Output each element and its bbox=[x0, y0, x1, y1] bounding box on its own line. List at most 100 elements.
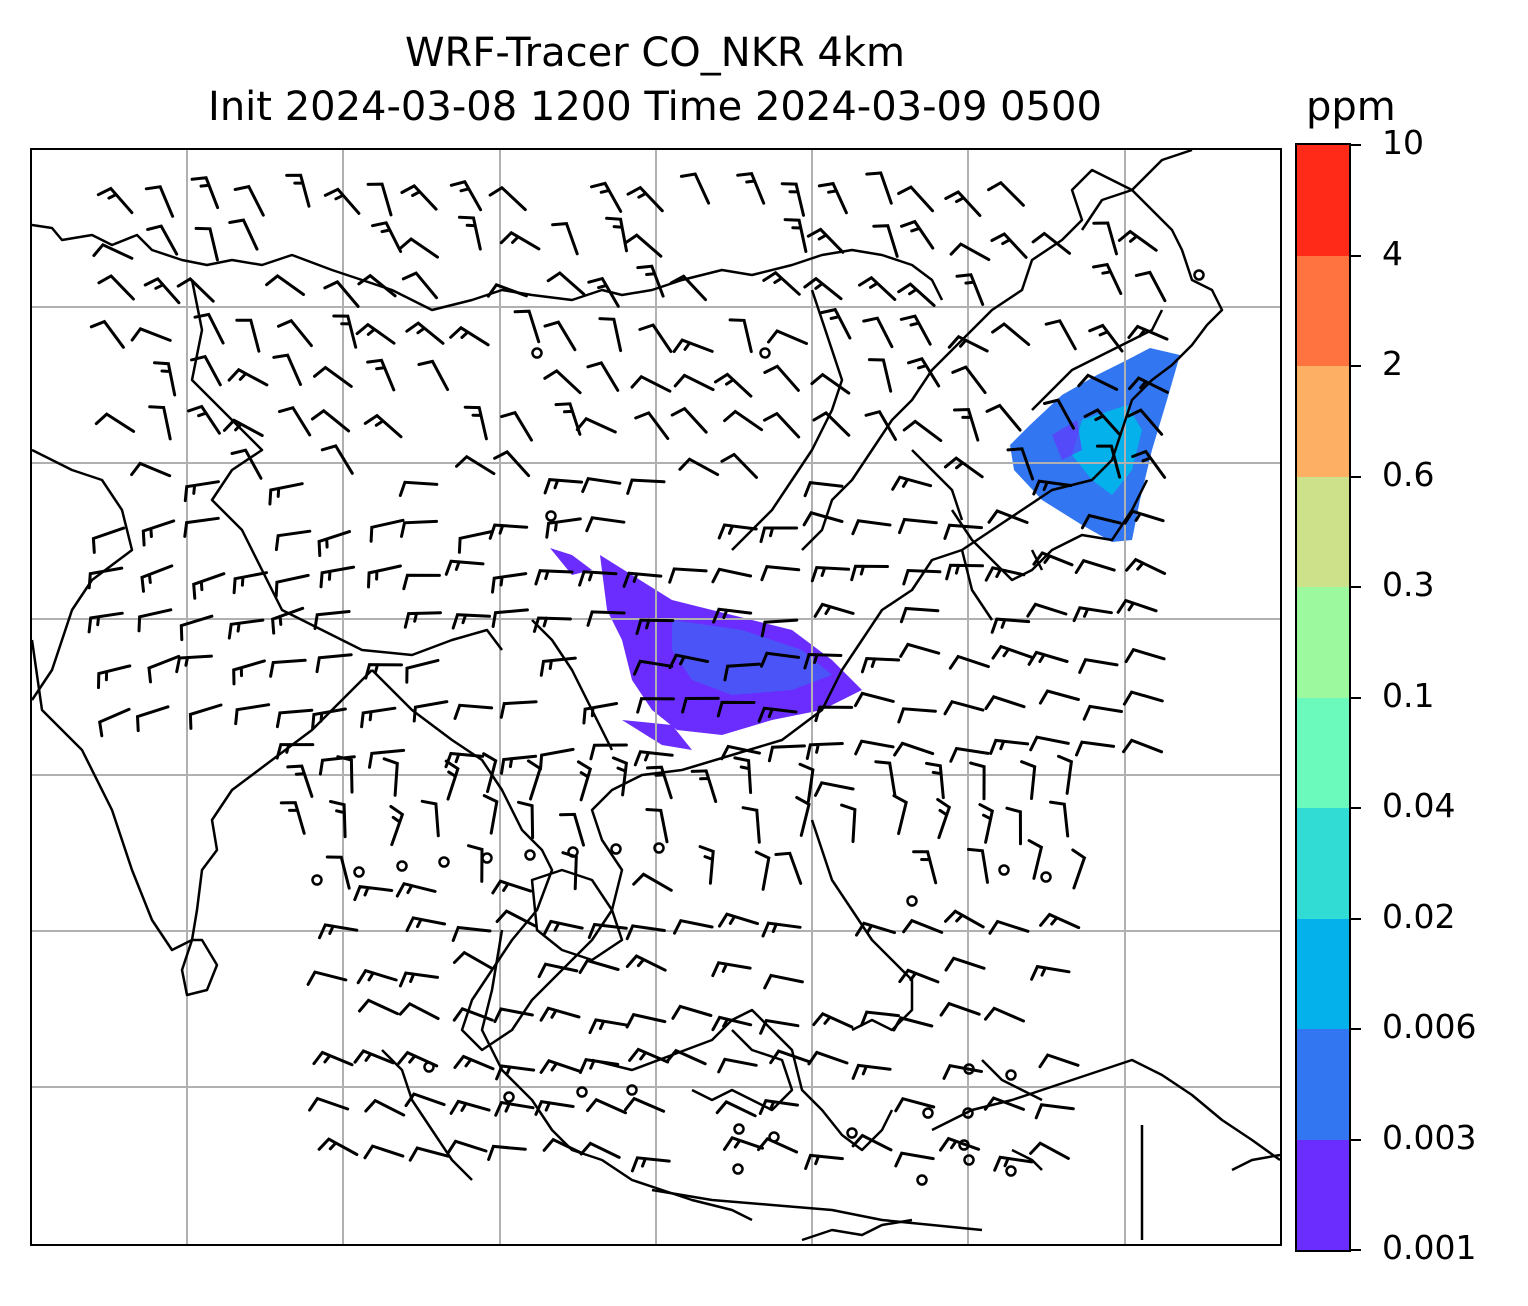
colorbar-segment bbox=[1297, 1139, 1349, 1250]
wind-barb bbox=[851, 519, 892, 536]
calm-marker bbox=[1005, 1069, 1017, 1081]
wind-barb bbox=[967, 847, 989, 884]
wind-barb bbox=[1088, 323, 1124, 353]
wind-barb bbox=[130, 326, 172, 342]
wind-barb bbox=[812, 1011, 854, 1029]
wind-barb bbox=[1123, 509, 1165, 525]
wind-barb bbox=[625, 924, 666, 941]
wind-barb bbox=[944, 909, 985, 929]
wind-barb bbox=[1117, 229, 1158, 252]
wind-barb bbox=[143, 276, 181, 305]
figure-title-line1: WRF-Tracer CO_NKR 4km bbox=[404, 30, 906, 76]
wind-barb bbox=[897, 185, 934, 213]
wind-barb bbox=[500, 754, 538, 775]
wind-barb bbox=[1029, 1141, 1070, 1160]
wind-barb bbox=[633, 750, 674, 767]
wind-barb bbox=[728, 318, 753, 354]
wind-barb bbox=[1027, 839, 1044, 880]
wind-barb bbox=[795, 796, 811, 837]
wind-barb bbox=[310, 408, 351, 433]
wind-barb bbox=[453, 1054, 495, 1071]
wind-barb bbox=[673, 919, 714, 935]
wind-barb bbox=[404, 1092, 446, 1108]
wind-barb bbox=[633, 659, 674, 676]
wind-barb bbox=[625, 1012, 667, 1029]
wind-barb bbox=[679, 172, 711, 205]
colorbar-tick-label: 10 bbox=[1382, 123, 1424, 162]
wind-barb bbox=[444, 759, 460, 801]
wind-barb bbox=[892, 794, 908, 835]
wind-barb bbox=[990, 617, 1031, 634]
wind-barb bbox=[271, 606, 305, 635]
wind-barb bbox=[588, 1018, 629, 1035]
wind-barb bbox=[757, 1136, 799, 1154]
wind-barb bbox=[867, 358, 893, 393]
wind-barb bbox=[317, 1137, 359, 1156]
wind-barb bbox=[854, 739, 895, 756]
wind-barb bbox=[860, 656, 901, 674]
wind-barb bbox=[948, 654, 990, 670]
wind-barb bbox=[368, 748, 406, 769]
colorbar-tick-label: 0.001 bbox=[1382, 1228, 1477, 1267]
wind-barb bbox=[539, 656, 577, 677]
wind-barb bbox=[192, 572, 226, 600]
wind-barb bbox=[323, 280, 360, 308]
wind-barb bbox=[586, 610, 626, 627]
wind-barb bbox=[993, 1155, 1034, 1172]
calm-marker bbox=[1005, 1165, 1017, 1177]
wind-barb bbox=[269, 658, 307, 678]
colorbar-tick bbox=[1351, 586, 1361, 588]
wind-barb bbox=[945, 563, 984, 581]
wind-barb bbox=[798, 762, 815, 803]
wind-barb bbox=[542, 1137, 584, 1155]
wind-barb bbox=[991, 644, 1033, 660]
wind-barb bbox=[357, 273, 397, 298]
wind-barb bbox=[494, 1100, 535, 1117]
wind-barb bbox=[400, 519, 438, 538]
wind-barb bbox=[398, 480, 439, 497]
wind-barb bbox=[232, 571, 268, 595]
wind-barb bbox=[947, 334, 989, 353]
wind-barb bbox=[872, 224, 899, 258]
wind-barb bbox=[97, 664, 132, 690]
wind-barb bbox=[272, 353, 302, 386]
wind-barb bbox=[690, 769, 718, 803]
wind-barb bbox=[669, 274, 707, 302]
wind-barb bbox=[87, 566, 124, 590]
colorbar-tick bbox=[1351, 696, 1361, 699]
wind-barb bbox=[711, 1015, 753, 1032]
wind-barb bbox=[860, 1010, 900, 1027]
calm-wind-markers bbox=[311, 269, 1205, 1186]
wind-barb bbox=[942, 1064, 983, 1080]
wind-barb bbox=[899, 642, 941, 658]
wind-barb bbox=[402, 573, 441, 591]
colorbar-tick-label: 2 bbox=[1382, 344, 1403, 383]
wind-barb bbox=[1083, 408, 1121, 436]
wind-barb bbox=[144, 185, 175, 218]
wind-barb bbox=[451, 613, 491, 630]
wind-barb bbox=[405, 916, 447, 932]
wind-barb bbox=[626, 478, 666, 495]
wind-barb bbox=[467, 844, 484, 883]
colorbar-tick-label: 0.003 bbox=[1382, 1117, 1477, 1157]
wind-barb bbox=[1038, 689, 1080, 705]
wind-barb bbox=[769, 1049, 811, 1065]
wind-barb bbox=[230, 448, 263, 480]
calm-marker bbox=[958, 1139, 970, 1151]
wind-barb bbox=[488, 523, 529, 540]
wind-barb bbox=[188, 703, 223, 730]
wind-barb bbox=[412, 700, 449, 723]
wind-barb bbox=[985, 403, 1022, 432]
wind-barb bbox=[761, 921, 802, 938]
wind-barb bbox=[590, 181, 623, 213]
wind-barb bbox=[855, 921, 896, 937]
wind-barb bbox=[526, 759, 542, 801]
calm-marker bbox=[962, 1107, 974, 1119]
wind-barb bbox=[463, 405, 488, 441]
wind-barb bbox=[578, 570, 618, 587]
wind-barb bbox=[763, 411, 801, 439]
calm-marker bbox=[998, 864, 1010, 876]
wind-barb bbox=[1027, 650, 1069, 666]
wind-barb bbox=[389, 805, 405, 847]
wind-barb bbox=[453, 703, 494, 720]
